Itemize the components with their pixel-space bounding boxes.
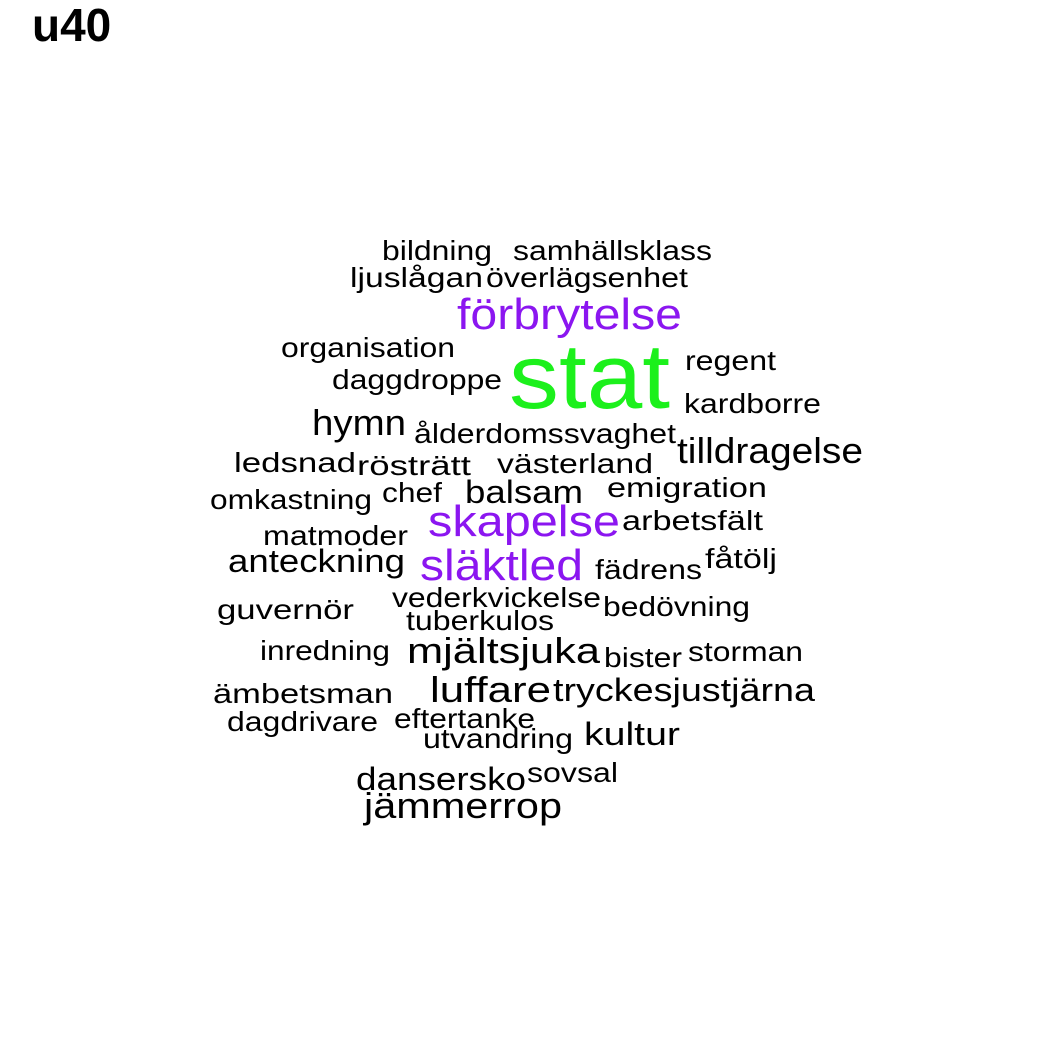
word-1: bildning [382, 235, 492, 266]
word-16: västerland [497, 448, 653, 479]
word-31: tuberkulos [406, 605, 554, 636]
word-39: dagdrivare [227, 706, 378, 737]
word-13: tilldragelse [677, 430, 863, 471]
word-18: chef [382, 477, 442, 508]
word-34: bister [604, 642, 682, 673]
word-27: fåtölj [705, 543, 777, 574]
word-5: förbrytelse [457, 290, 682, 339]
word-25: släktled [420, 541, 583, 590]
word-43: dansersko [356, 761, 526, 797]
word-29: vederkvickelse [392, 582, 601, 613]
word-20: emigration [607, 472, 767, 503]
word-7: stat [509, 326, 670, 428]
word-44: sovsal [527, 757, 618, 788]
word-2: samhällsklass [513, 235, 712, 266]
word-15: rösträtt [357, 450, 471, 481]
word-42: kultur [584, 716, 680, 752]
word-28: guvernör [217, 594, 354, 625]
word-12: ålderdomssvaghet [414, 418, 676, 449]
word-26: fädrens [595, 554, 702, 585]
word-22: arbetsfält [622, 505, 763, 536]
word-17: omkastning [210, 484, 372, 515]
word-38: tryckesjustjärna [553, 672, 815, 708]
word-19: balsam [465, 474, 583, 510]
word-23: matmoder [263, 520, 408, 551]
word-41: utvandring [423, 723, 573, 754]
word-24: anteckning [228, 543, 405, 579]
word-10: kardborre [684, 388, 821, 419]
word-6: organisation [281, 332, 455, 363]
word-35: storman [688, 636, 803, 667]
word-40: eftertanke [394, 703, 535, 734]
word-45: jämmerrop [363, 785, 562, 826]
word-30: bedövning [603, 591, 750, 622]
word-8: regent [685, 345, 776, 376]
word-14: ledsnad [234, 447, 356, 478]
word-33: mjältsjuka [407, 630, 601, 671]
word-4: överlägsenhet [486, 262, 688, 293]
word-3: ljuslågan [350, 262, 483, 293]
word-9: daggdroppe [332, 364, 502, 395]
word-32: inredning [260, 635, 390, 666]
word-37: luffare [430, 669, 551, 710]
word-21: skapelse [428, 497, 620, 546]
page-title: u40 [32, 0, 112, 51]
word-11: hymn [312, 402, 406, 443]
word-36: ämbetsman [213, 678, 393, 709]
